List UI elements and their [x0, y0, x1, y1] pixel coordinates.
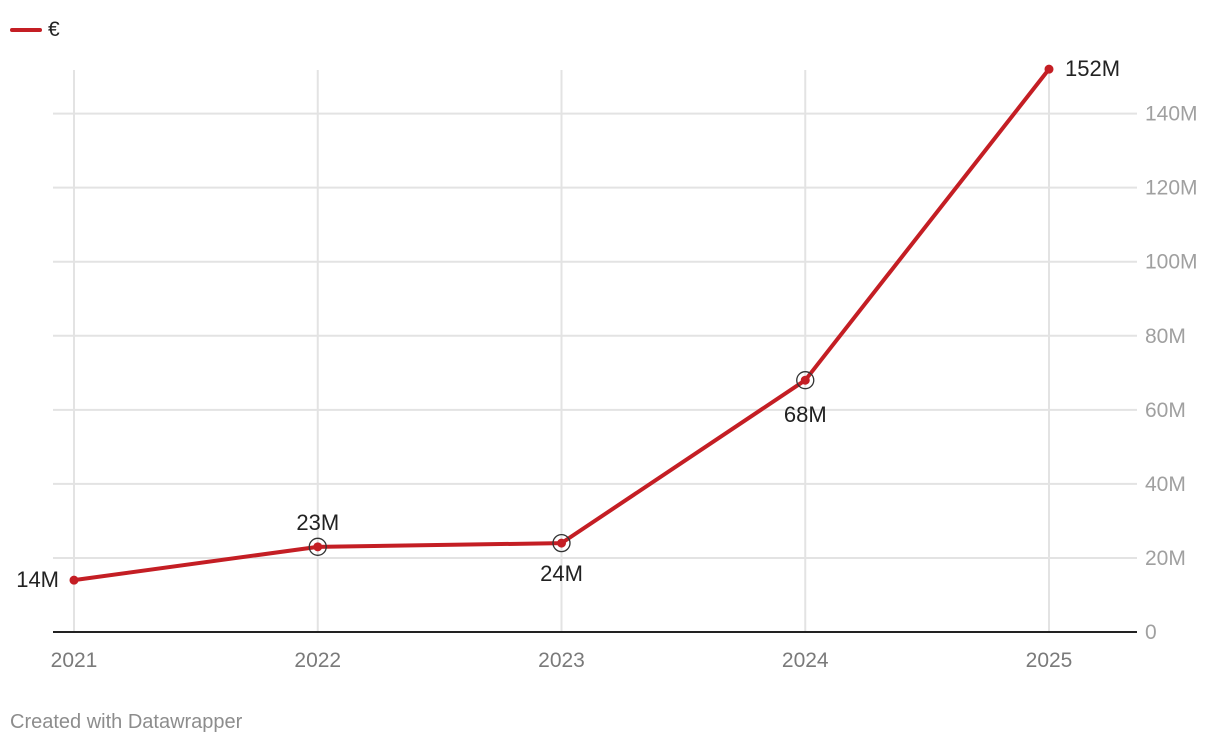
- data-label: 68M: [784, 402, 827, 427]
- x-tick-label: 2021: [51, 649, 98, 672]
- data-point: [313, 542, 323, 552]
- legend-label: €: [48, 18, 60, 41]
- data-label: 152M: [1065, 56, 1120, 81]
- y-tick-label: 140M: [1145, 103, 1198, 126]
- x-tick-label: 2023: [538, 649, 585, 672]
- data-point: [557, 538, 566, 548]
- data-point: [800, 375, 810, 385]
- highlight-ring: [308, 537, 327, 556]
- y-axis-ticks: 0 20M 40M 60M 80M 100M 120M 140M: [1145, 103, 1198, 644]
- y-tick-label: 20M: [1145, 547, 1186, 570]
- y-tick-label: 0: [1145, 621, 1157, 644]
- y-tick-label: 80M: [1145, 325, 1186, 348]
- data-label: 24M: [540, 561, 583, 586]
- x-axis-ticks: 2021 2022 2023 2024 2025: [51, 649, 1073, 672]
- y-tick-label: 100M: [1145, 251, 1198, 274]
- highlight-ring: [552, 533, 571, 553]
- footer-credit: Created with Datawrapper: [10, 711, 243, 733]
- data-points: [69, 64, 1054, 585]
- x-tick-label: 2024: [782, 649, 829, 672]
- y-tick-label: 120M: [1145, 177, 1198, 200]
- data-label: 14M: [16, 567, 59, 592]
- legend-swatch: [10, 28, 42, 32]
- y-tick-label: 40M: [1145, 473, 1186, 496]
- data-labels: 14M 23M 24M 68M 152M: [16, 56, 1120, 592]
- data-label: 23M: [296, 510, 339, 535]
- x-tick-label: 2025: [1026, 649, 1073, 672]
- legend: €: [10, 16, 60, 44]
- data-point: [1044, 64, 1054, 74]
- y-tick-label: 60M: [1145, 399, 1186, 422]
- x-tick-label: 2022: [294, 649, 341, 672]
- gridlines: [53, 70, 1137, 632]
- highlight-ring: [796, 371, 815, 390]
- data-point: [69, 575, 79, 585]
